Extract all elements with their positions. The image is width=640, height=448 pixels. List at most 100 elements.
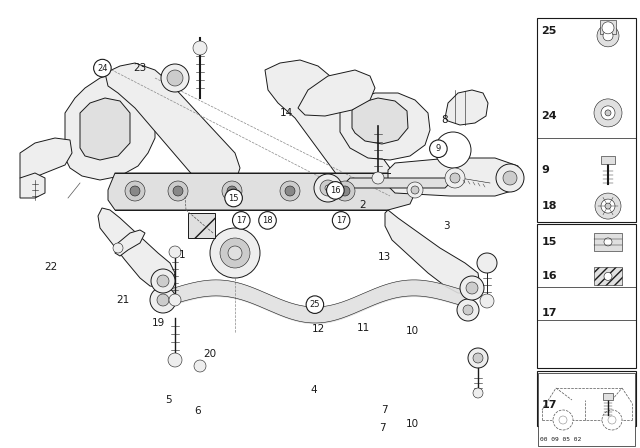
Circle shape [372,172,384,184]
Circle shape [603,31,613,41]
Polygon shape [445,90,488,125]
Circle shape [445,168,465,188]
Text: 17: 17 [236,216,246,225]
Text: 10: 10 [406,419,419,429]
Circle shape [150,287,176,313]
Circle shape [157,294,169,306]
Circle shape [604,272,612,280]
Circle shape [604,238,612,246]
Circle shape [480,294,494,308]
Circle shape [496,164,524,192]
Text: 00 09 05 02: 00 09 05 02 [540,437,581,442]
Circle shape [466,282,478,294]
Polygon shape [65,73,155,180]
Polygon shape [20,138,72,180]
Circle shape [130,186,140,196]
Polygon shape [115,230,145,256]
Text: 24: 24 [541,112,557,121]
Text: 8: 8 [442,115,448,125]
Text: 14: 14 [280,108,293,118]
Circle shape [326,181,344,199]
Text: 12: 12 [312,324,325,334]
Circle shape [210,228,260,278]
Text: 24: 24 [97,64,108,73]
Circle shape [151,269,175,293]
Polygon shape [345,178,450,188]
Text: 22: 22 [45,262,58,271]
Circle shape [605,110,611,116]
Text: 1: 1 [179,250,186,260]
Bar [594,267,622,285]
Polygon shape [388,158,520,196]
Text: 2: 2 [360,200,366,210]
Text: 25: 25 [541,26,557,36]
Text: 9: 9 [541,165,549,175]
Circle shape [477,253,497,273]
Circle shape [125,181,145,201]
Circle shape [605,203,611,209]
Polygon shape [352,98,408,144]
Bar [603,393,613,401]
Circle shape [314,174,342,202]
Polygon shape [105,63,240,190]
Polygon shape [265,60,392,203]
Circle shape [340,186,350,196]
Bar [600,20,616,34]
Circle shape [553,410,573,430]
Circle shape [169,294,181,306]
Polygon shape [98,208,175,288]
Circle shape [460,276,484,300]
Text: 13: 13 [378,252,390,262]
Circle shape [411,186,419,194]
Circle shape [601,199,615,213]
Polygon shape [298,70,375,116]
Text: 17: 17 [541,401,557,410]
Polygon shape [20,173,45,198]
Circle shape [113,243,123,253]
Text: 5: 5 [166,395,172,405]
Circle shape [232,211,250,229]
Bar [537,371,636,426]
Bar [601,156,615,164]
Text: 23: 23 [133,63,146,73]
Circle shape [306,296,324,314]
Text: 25: 25 [310,300,320,309]
Circle shape [173,186,183,196]
Text: 3: 3 [444,221,450,231]
Text: 15: 15 [228,194,239,202]
Circle shape [597,25,619,47]
Circle shape [168,181,188,201]
Text: 16: 16 [541,271,557,281]
Circle shape [435,132,471,168]
Text: 10: 10 [406,326,419,336]
Circle shape [473,353,483,363]
Circle shape [320,180,336,196]
Text: 7: 7 [380,423,386,433]
Text: 16: 16 [330,186,340,195]
Text: 6: 6 [194,406,200,416]
Circle shape [225,189,243,207]
Circle shape [335,181,355,201]
Circle shape [194,360,206,372]
Circle shape [594,99,622,127]
Circle shape [325,185,331,191]
Text: 18: 18 [262,216,273,225]
Text: 4: 4 [310,385,317,395]
Circle shape [450,173,460,183]
Circle shape [602,22,614,34]
Circle shape [161,64,189,92]
Circle shape [595,193,621,219]
Text: 20: 20 [204,349,216,359]
Circle shape [280,181,300,201]
Circle shape [601,106,615,120]
Circle shape [463,305,473,315]
Circle shape [332,211,350,229]
Circle shape [468,348,488,368]
Text: 17: 17 [541,308,557,318]
Bar [537,18,636,222]
Circle shape [259,211,276,229]
Circle shape [457,299,479,321]
Circle shape [429,140,447,158]
Circle shape [559,416,567,424]
Text: 7: 7 [381,405,388,415]
